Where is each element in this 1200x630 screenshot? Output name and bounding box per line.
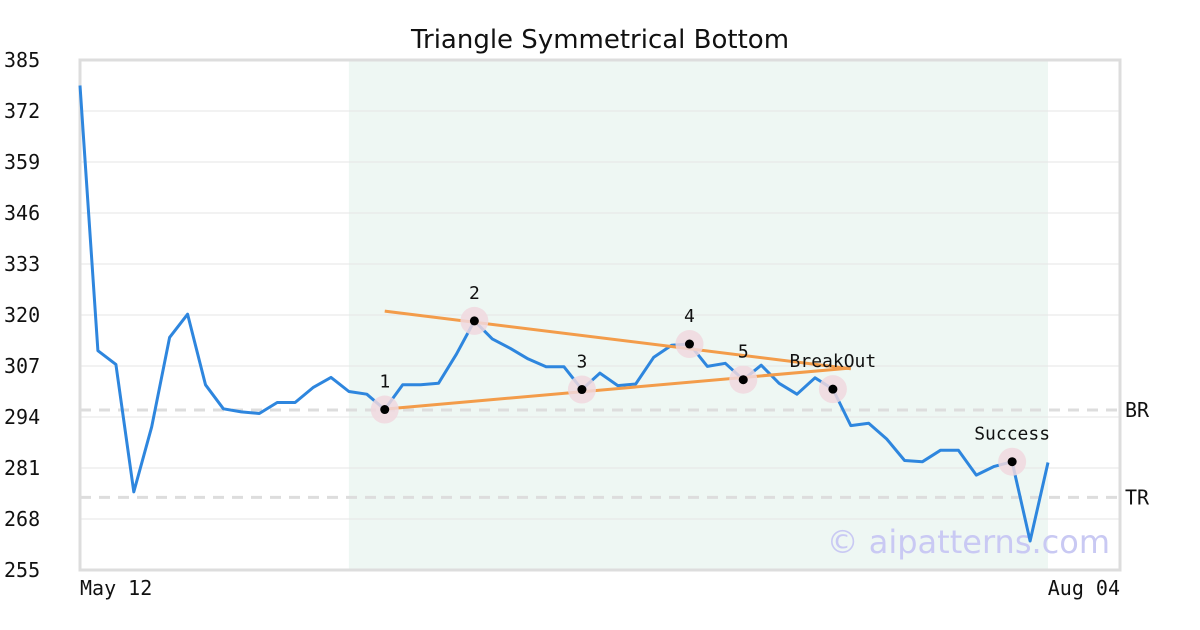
x-tick-label: Aug 04: [1048, 576, 1120, 600]
point-label: 1: [379, 372, 390, 393]
point-label: 4: [684, 306, 695, 327]
point-label: 3: [577, 352, 588, 373]
point-marker: [469, 316, 479, 326]
point-marker: [828, 384, 838, 394]
point-marker: [1007, 457, 1017, 467]
y-axis-ticks: 385 372 359 346 333 320 307 294 281 268 255: [4, 48, 40, 582]
point-marker: [738, 375, 748, 385]
y-tick-label: 372: [4, 99, 40, 123]
y-tick-label: 268: [4, 507, 40, 531]
y-tick-label: 255: [4, 558, 40, 582]
point-marker: [577, 385, 587, 395]
reference-line-label: TR: [1125, 485, 1150, 509]
y-tick-label: 307: [4, 354, 40, 378]
y-tick-label: 346: [4, 201, 40, 225]
series-layer: [78, 85, 1050, 543]
y-tick-label: 281: [4, 456, 40, 480]
x-axis-ticks: May 12 Aug 04: [80, 576, 1120, 600]
point-label: Success: [974, 424, 1050, 445]
plot-frame: [78, 58, 1122, 572]
y-tick-label: 294: [4, 405, 40, 429]
y-tick-label: 385: [4, 48, 40, 72]
point-marker: [684, 339, 694, 349]
reference-line-label: BR: [1125, 398, 1150, 422]
y-tick-label: 320: [4, 303, 40, 327]
reference-lines: BR TR: [80, 398, 1150, 509]
x-tick-label: May 12: [80, 576, 152, 600]
point-label: 2: [469, 283, 480, 304]
y-tick-label: 333: [4, 252, 40, 276]
pattern-points: 1 2 3 4 5 BreakOut Success: [370, 283, 1050, 476]
point-label: BreakOut: [790, 351, 877, 372]
point-marker: [380, 405, 390, 415]
point-label: 5: [738, 342, 749, 363]
watermark: © aipatterns.com: [827, 523, 1110, 561]
price-series-line: [78, 85, 1050, 543]
chart-title: Triangle Symmetrical Bottom: [410, 25, 789, 55]
trendline-lower: [384, 366, 851, 411]
y-tick-label: 359: [4, 150, 40, 174]
